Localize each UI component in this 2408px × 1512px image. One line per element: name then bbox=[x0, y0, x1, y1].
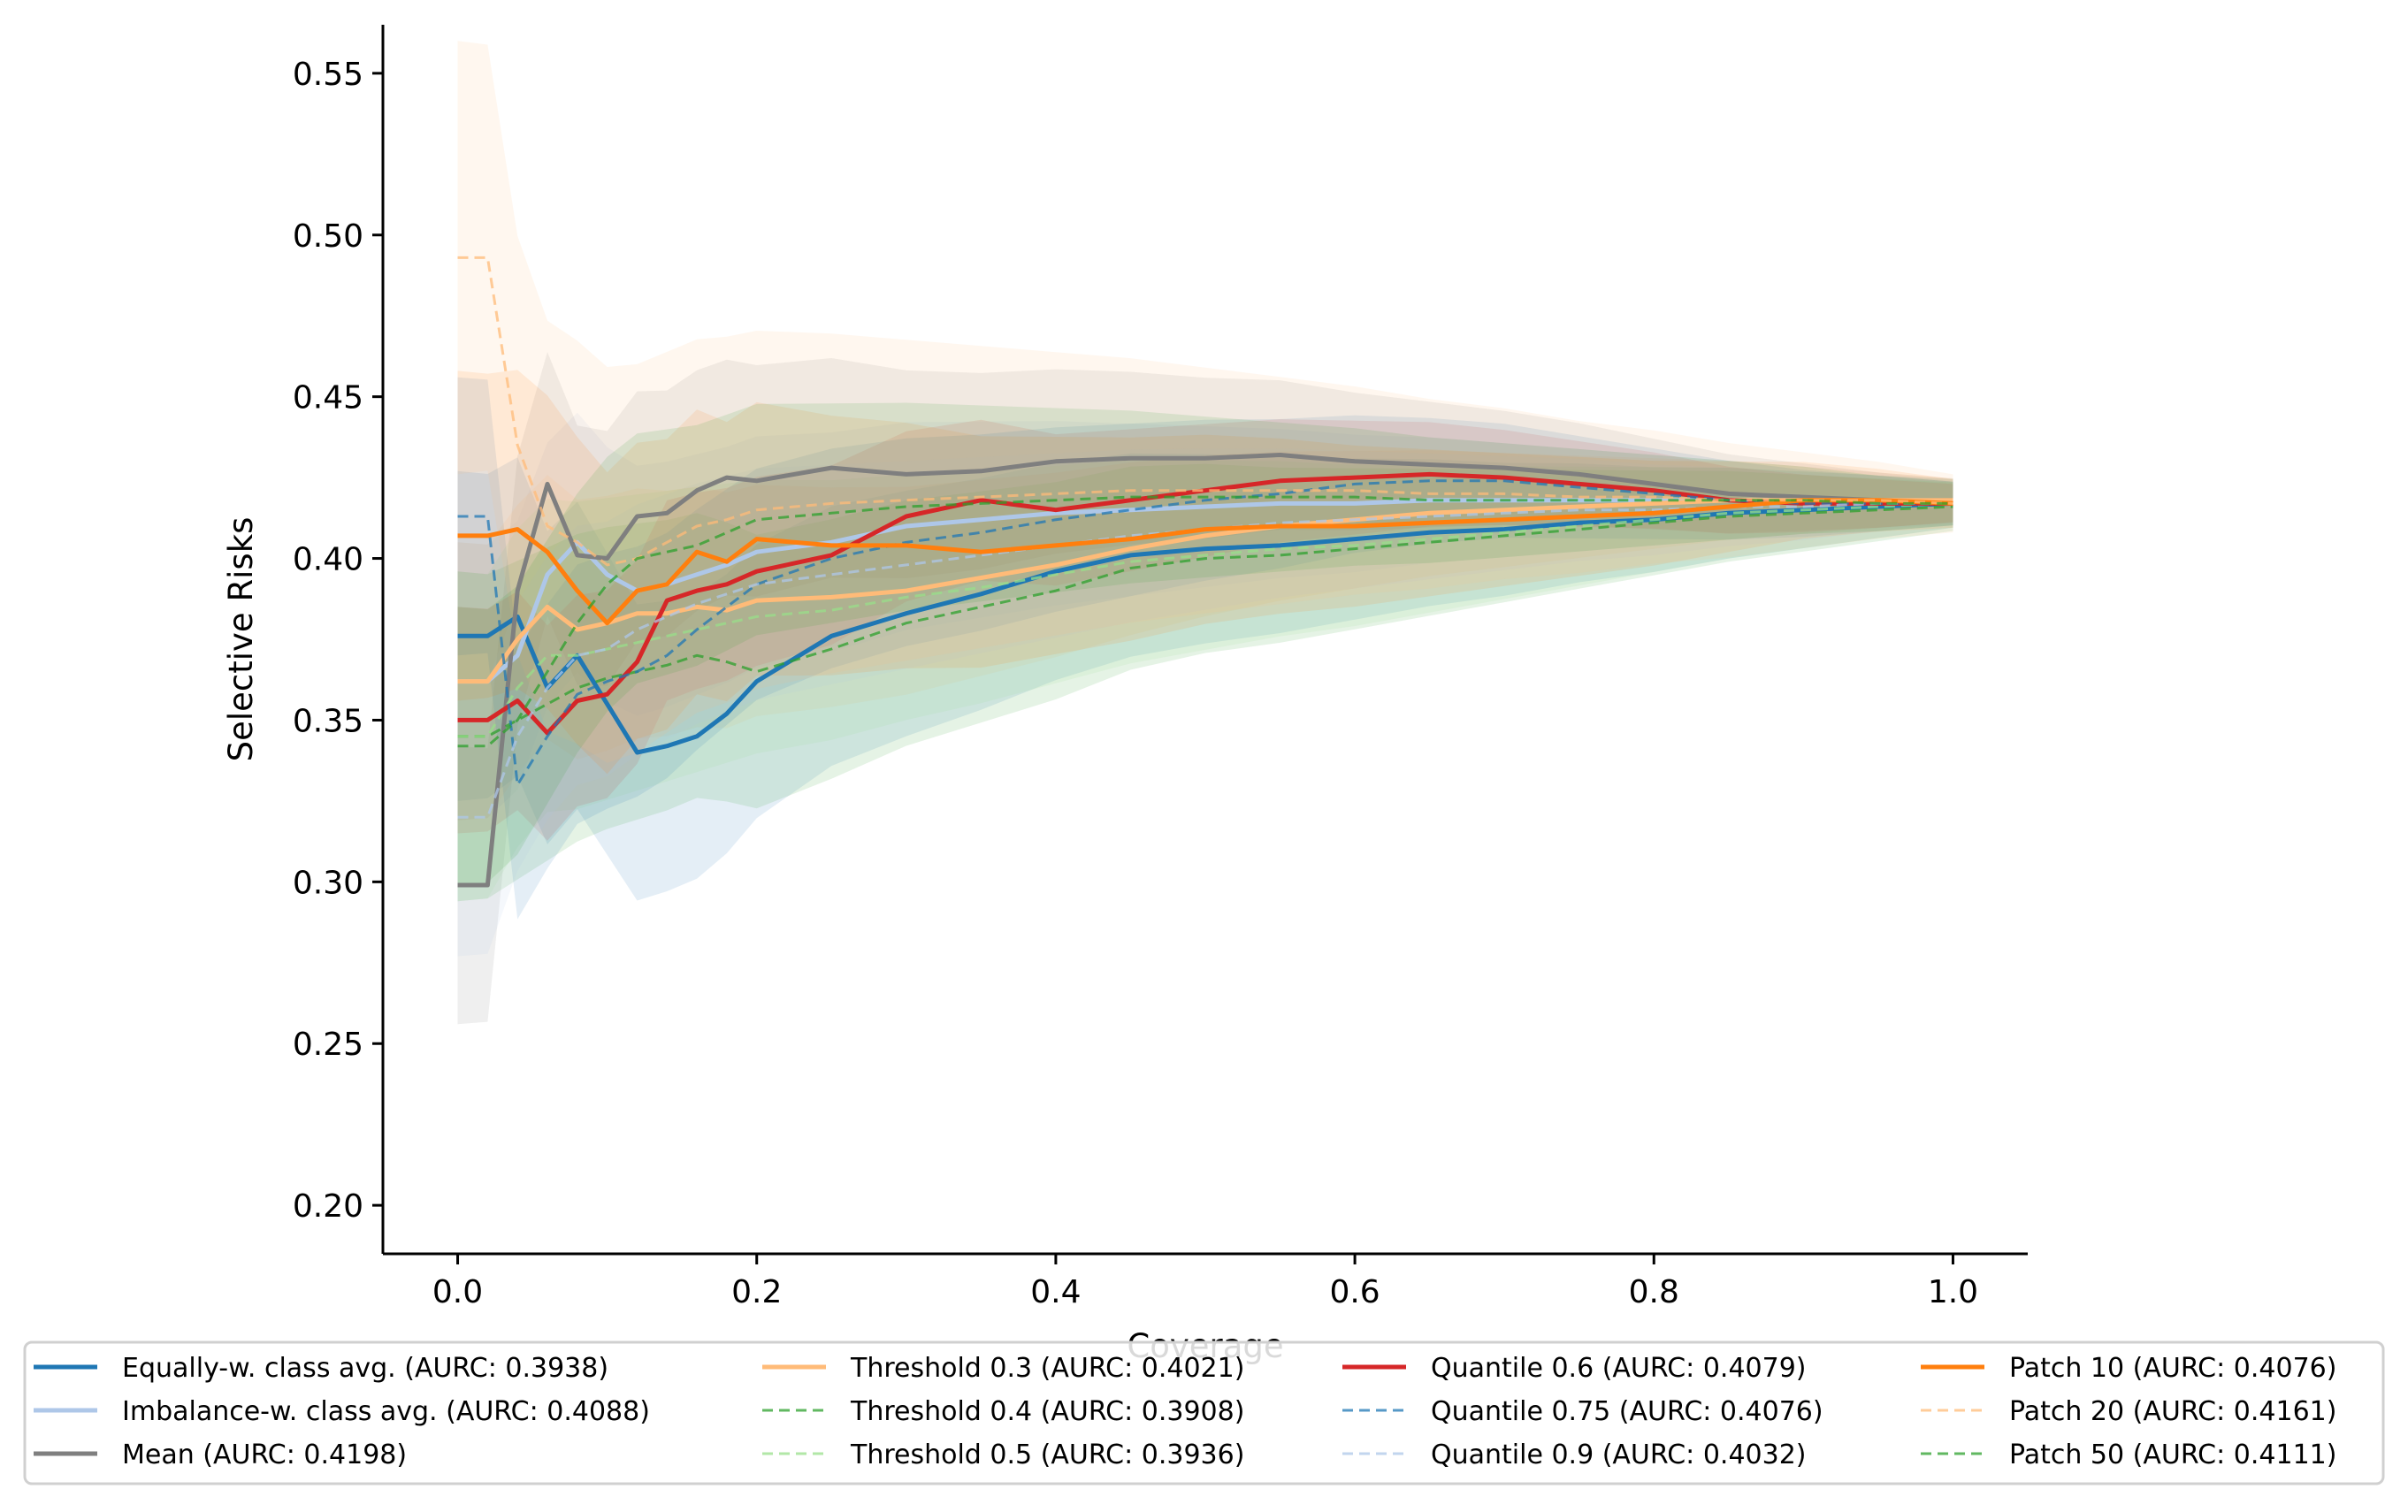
series-lines bbox=[457, 256, 1953, 888]
legend-label-0: Equally-w. class avg. (AURC: 0.3938) bbox=[122, 1353, 608, 1384]
series-line-6 bbox=[457, 471, 1953, 736]
series-line-7 bbox=[457, 479, 1953, 787]
y-tick-label: 0.30 bbox=[293, 865, 363, 901]
y-tick-label: 0.35 bbox=[293, 703, 363, 739]
series-line-3 bbox=[457, 498, 1953, 684]
series-band-2 bbox=[457, 352, 1953, 1025]
series-line-4 bbox=[457, 505, 1953, 738]
series-line-2 bbox=[457, 453, 1953, 888]
series-line-11 bbox=[457, 495, 1953, 748]
series-band-4 bbox=[457, 463, 1953, 902]
legend-label-10: Patch 20 (AURC: 0.4161) bbox=[2009, 1396, 2336, 1427]
x-tick-label: 0.2 bbox=[731, 1274, 782, 1310]
axes bbox=[381, 25, 2028, 1256]
y-tick-label: 0.20 bbox=[293, 1188, 363, 1225]
legend-label-3: Threshold 0.3 (AURC: 0.4021) bbox=[850, 1353, 1244, 1384]
y-tick-label: 0.50 bbox=[293, 218, 363, 255]
y-tick-label: 0.45 bbox=[293, 380, 363, 416]
y-tick-label: 0.55 bbox=[293, 57, 363, 93]
x-tick-label: 0.6 bbox=[1329, 1274, 1380, 1310]
legend-label-8: Quantile 0.9 (AURC: 0.4032) bbox=[1431, 1439, 1807, 1470]
x-tick-label: 1.0 bbox=[1928, 1274, 1978, 1310]
legend-label-1: Imbalance-w. class avg. (AURC: 0.4088) bbox=[122, 1396, 650, 1427]
legend-label-6: Quantile 0.6 (AURC: 0.4079) bbox=[1431, 1353, 1807, 1384]
series-band-8 bbox=[457, 448, 1953, 957]
series-line-0 bbox=[457, 500, 1953, 755]
legend-label-2: Mean (AURC: 0.4198) bbox=[122, 1439, 407, 1470]
y-tick-label: 0.40 bbox=[293, 542, 363, 578]
legend: Equally-w. class avg. (AURC: 0.3938) Imba… bbox=[23, 1340, 2385, 1485]
legend-frame bbox=[23, 1340, 2385, 1485]
legend-label-11: Patch 50 (AURC: 0.4111) bbox=[2009, 1439, 2336, 1470]
series-band-10 bbox=[457, 41, 1953, 763]
x-tick-label: 0.0 bbox=[432, 1274, 483, 1310]
series-line-1 bbox=[457, 498, 1953, 684]
confidence-bands bbox=[457, 41, 1953, 1025]
legend-label-5: Threshold 0.5 (AURC: 0.3936) bbox=[850, 1439, 1244, 1470]
series-band-0 bbox=[457, 453, 1953, 901]
y-axis-label: Selective Risks bbox=[222, 517, 260, 762]
x-tick-label: 0.8 bbox=[1629, 1274, 1679, 1310]
y-tick-label: 0.25 bbox=[293, 1027, 363, 1063]
series-line-8 bbox=[457, 501, 1953, 819]
y-ticks: 0.20 0.25 0.30 0.35 0.40 0.45 0.50 0.55 bbox=[293, 57, 383, 1225]
legend-label-9: Patch 10 (AURC: 0.4076) bbox=[2009, 1353, 2336, 1384]
legend-label-4: Threshold 0.4 (AURC: 0.3908) bbox=[850, 1396, 1244, 1427]
series-band-9 bbox=[457, 370, 1953, 775]
series-line-9 bbox=[457, 498, 1953, 626]
x-ticks: 0.0 0.2 0.4 0.6 0.8 1.0 bbox=[432, 1254, 1978, 1310]
legend-label-7: Quantile 0.75 (AURC: 0.4076) bbox=[1431, 1396, 1823, 1427]
series-band-5 bbox=[457, 460, 1953, 902]
series-line-10 bbox=[457, 256, 1953, 567]
x-tick-label: 0.4 bbox=[1030, 1274, 1081, 1310]
